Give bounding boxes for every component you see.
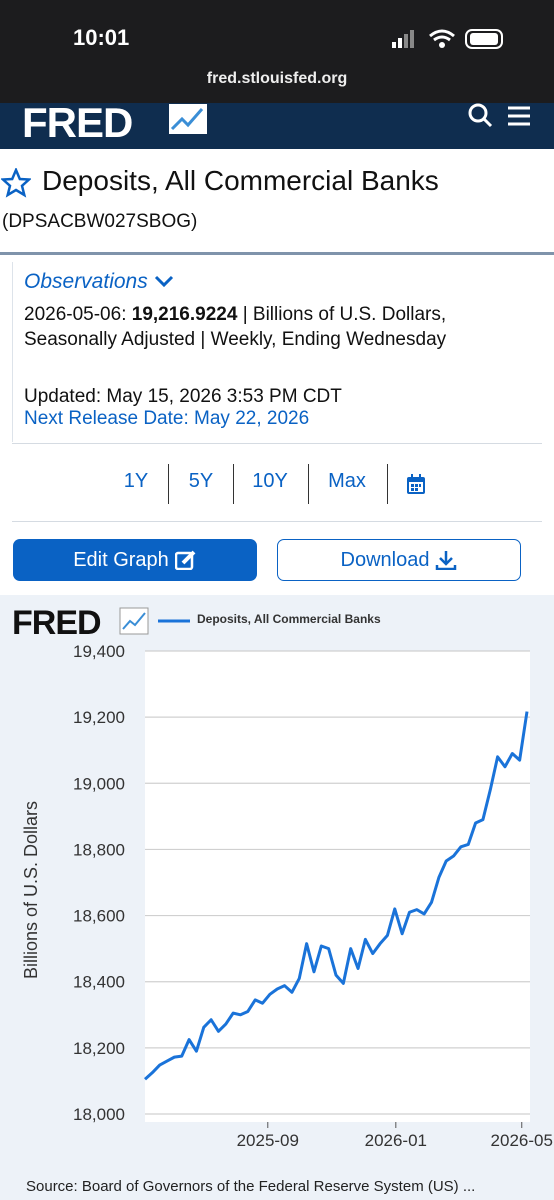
series-id: (DPSACBW027SBOG) bbox=[2, 211, 198, 232]
range-5y[interactable]: 5Y bbox=[188, 470, 214, 492]
y-tick-label: 19,400 bbox=[73, 642, 125, 661]
separator bbox=[387, 464, 388, 504]
y-tick-label: 18,800 bbox=[73, 840, 125, 859]
logo[interactable]: FRED bbox=[22, 99, 133, 146]
calendar-icon[interactable] bbox=[406, 473, 426, 495]
source: Source: Board of Governors of the Federa… bbox=[26, 1178, 475, 1195]
logo-icon bbox=[169, 104, 207, 134]
y-axis-title: Billions of U.S. Dollars bbox=[21, 801, 41, 979]
range-10y[interactable]: 10Y bbox=[252, 470, 288, 492]
separator bbox=[233, 464, 234, 504]
chart-logo: FRED bbox=[12, 604, 101, 642]
observation: 2026-05-06: 19,216.9224 | Billions of U.… bbox=[24, 302, 494, 352]
plot-area bbox=[145, 651, 530, 1122]
edit-graph-button[interactable]: Edit Graph bbox=[13, 539, 257, 581]
x-tick-label: 2026-01 bbox=[365, 1131, 427, 1150]
chart-logo-icon bbox=[119, 607, 149, 635]
x-tick-label: 2025-09 bbox=[237, 1131, 299, 1150]
divider bbox=[12, 521, 542, 522]
y-tick-label: 18,400 bbox=[73, 973, 125, 992]
url-bar[interactable]: fred.stlouisfed.org bbox=[206, 70, 348, 87]
separator bbox=[168, 464, 169, 504]
x-tick-label: 2026-05 bbox=[491, 1131, 553, 1150]
y-tick-label: 18,200 bbox=[73, 1039, 125, 1058]
button-label: Download bbox=[340, 548, 430, 571]
button-label: Edit Graph bbox=[73, 548, 169, 571]
series-title: Deposits, All Commercial Banks bbox=[42, 165, 439, 196]
observations-heading: Observations bbox=[24, 270, 148, 293]
obs-units: | Billions of U.S. Dollars, Seasonally A… bbox=[24, 304, 447, 350]
y-tick-label: 19,000 bbox=[73, 774, 125, 793]
download-button[interactable]: Download bbox=[277, 539, 521, 581]
divider bbox=[12, 443, 542, 444]
legend-label: Deposits, All Commercial Banks bbox=[197, 612, 381, 626]
chevron bbox=[154, 275, 173, 288]
separator bbox=[308, 464, 309, 504]
range-max[interactable]: Max bbox=[328, 470, 366, 492]
range-1y[interactable]: 1Y bbox=[123, 470, 149, 492]
nav-icons[interactable] bbox=[466, 103, 536, 129]
data-line bbox=[143, 711, 529, 1081]
edit-icon bbox=[174, 550, 196, 570]
clock: 10:01 bbox=[73, 25, 130, 50]
y-tick-label: 18,000 bbox=[73, 1105, 125, 1124]
chart: FRED Billions of U.S. Dollars Source: Bo… bbox=[0, 595, 554, 1200]
status-bar: 10:01 fred.stlouisfed.org bbox=[0, 0, 554, 103]
site-header: FRED bbox=[0, 99, 554, 149]
y-tick-label: 19,200 bbox=[73, 708, 125, 727]
box-border bbox=[12, 262, 13, 442]
status-icons bbox=[392, 29, 503, 49]
divider bbox=[0, 252, 554, 255]
updated: Updated: May 15, 2026 3:53 PM CDT bbox=[24, 386, 342, 407]
obs-value: 19,216.9224 bbox=[131, 304, 238, 325]
download-icon bbox=[436, 551, 457, 570]
next-release[interactable]: Next Release Date: May 22, 2026 bbox=[24, 408, 310, 429]
obs-date: 2026-05-06: bbox=[24, 304, 127, 325]
y-tick-label: 18,600 bbox=[73, 907, 125, 926]
favorite-star[interactable] bbox=[1, 168, 31, 198]
observations-toggle[interactable]: Observations bbox=[24, 270, 174, 294]
